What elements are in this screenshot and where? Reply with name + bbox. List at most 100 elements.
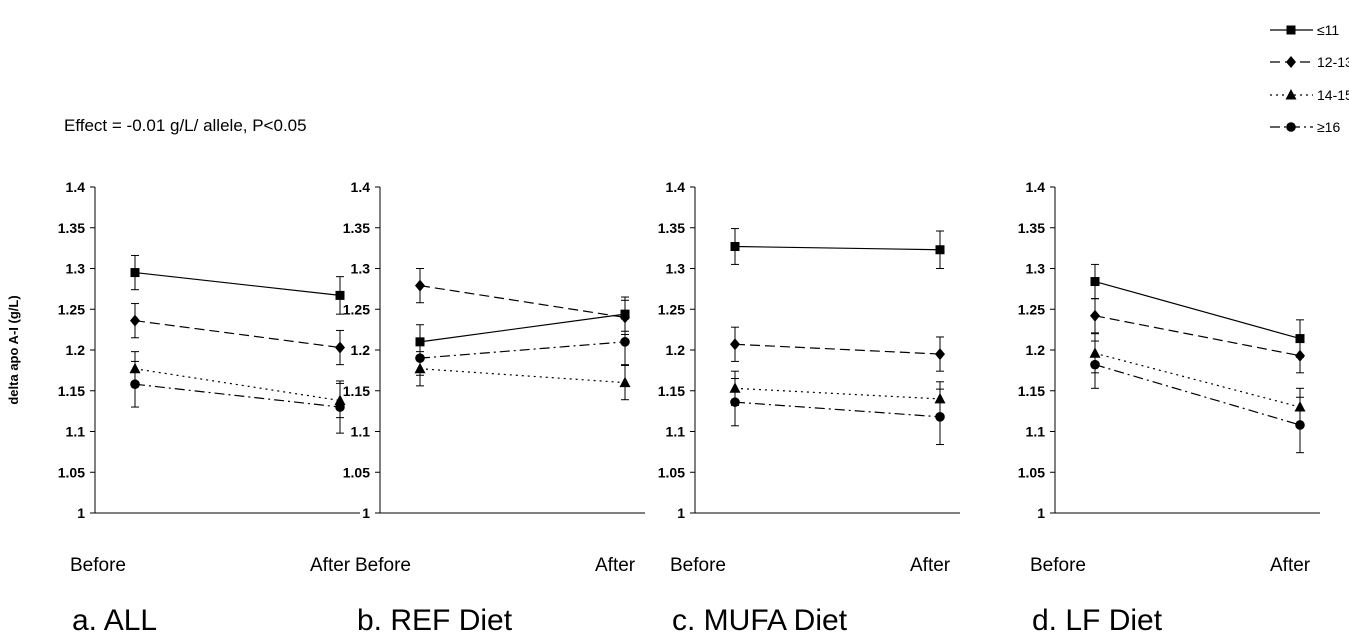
legend-item: ≥16 (1270, 119, 1340, 135)
y-tick-label: 1.35 (343, 220, 370, 236)
y-tick-label: 1.25 (58, 301, 85, 317)
y-tick-label: 1.1 (666, 424, 686, 440)
series-line (134, 368, 341, 402)
data-point (1090, 359, 1100, 370)
series-circle (1090, 340, 1305, 454)
y-tick-label: 1.4 (351, 179, 371, 195)
legend-label: ≥16 (1317, 119, 1340, 135)
legend-item: 12-13 (1270, 54, 1349, 70)
y-tick-label: 1.25 (343, 301, 370, 317)
data-point (935, 412, 945, 422)
series-square (1090, 263, 1305, 358)
y-tick-label: 1.3 (66, 261, 86, 277)
y-tick-label: 1 (362, 505, 370, 521)
y-tick-label: 1.05 (58, 464, 85, 480)
panel-title: a. ALL (72, 604, 157, 637)
series-line (1094, 364, 1301, 426)
series-line (734, 343, 941, 355)
y-tick-label: 1.2 (666, 342, 686, 358)
x-category-label: After (1270, 555, 1311, 576)
y-tick-label: 1.15 (343, 383, 370, 399)
y-tick-label: 1.05 (1018, 464, 1045, 480)
y-tick-label: 1.4 (66, 179, 86, 195)
legend-marker (1285, 89, 1297, 100)
y-tick-label: 1.25 (658, 301, 685, 317)
y-tick-label: 1 (677, 505, 685, 521)
data-point (730, 397, 740, 407)
y-tick-label: 1.2 (351, 342, 371, 358)
series-line (134, 271, 341, 296)
y-tick-label: 1.15 (1018, 383, 1045, 399)
y-tick-label: 1.3 (666, 261, 686, 277)
y-tick-label: 1.05 (658, 464, 685, 480)
series-line (734, 401, 941, 418)
data-point (935, 245, 945, 255)
series-line (134, 320, 341, 349)
series-line (734, 387, 941, 400)
panel-1: 1 1.05 1.1 1.15 1.2 1.25 1.3 1.35 1.4 Before After… (58, 179, 360, 637)
series-line (419, 313, 626, 343)
series-line (419, 368, 626, 384)
series-line (134, 383, 341, 408)
series-line (419, 285, 626, 318)
series-line (1094, 315, 1301, 357)
x-category-label: Before (670, 555, 726, 576)
y-axis-label: delta apo A-I (g/L) (6, 295, 21, 404)
data-point (620, 311, 630, 324)
legend-marker (1286, 25, 1296, 35)
panel-title: d. LF Diet (1032, 604, 1163, 637)
data-point (1295, 349, 1305, 362)
series-diamond (1090, 298, 1305, 374)
panel-title: c. MUFA Diet (672, 604, 848, 637)
y-tick-label: 1.05 (343, 464, 370, 480)
series-triangle (414, 351, 631, 401)
y-tick-label: 1.4 (666, 179, 686, 195)
series-diamond (130, 303, 345, 366)
series-diamond (730, 326, 945, 372)
x-category-label: Before (1030, 555, 1086, 576)
data-point (335, 402, 345, 412)
y-tick-label: 1.35 (658, 220, 685, 236)
data-point (130, 314, 140, 327)
data-point (1295, 420, 1305, 430)
x-category-label: After (910, 555, 951, 576)
y-tick-label: 1.15 (658, 383, 685, 399)
legend: ≤11 12-13 14-15 ≥16 (1270, 22, 1349, 135)
y-tick-label: 1.3 (351, 261, 371, 277)
y-tick-label: 1 (1037, 505, 1045, 521)
effect-annotation: Effect = -0.01 g/L/ allele, P<0.05 (64, 116, 307, 135)
x-category-label: Before (70, 555, 126, 576)
legend-marker (1286, 122, 1296, 132)
panel-4: 1 1.05 1.1 1.15 1.2 1.25 1.3 1.35 1.4 Before After… (1018, 179, 1320, 637)
series-line (419, 341, 626, 359)
series-square (730, 228, 945, 269)
y-tick-label: 1.2 (1026, 342, 1046, 358)
data-point (415, 279, 425, 292)
y-tick-label: 1.1 (1026, 424, 1046, 440)
series-line (1094, 280, 1301, 340)
data-point (730, 241, 740, 251)
legend-label: 14-15 (1317, 87, 1349, 103)
y-tick-label: 1.35 (1018, 220, 1045, 236)
series-square (130, 254, 345, 315)
series-circle (730, 378, 945, 446)
data-point (1090, 277, 1100, 287)
legend-marker (1286, 56, 1296, 68)
legend-label: ≤11 (1317, 22, 1339, 38)
panel-2: 1 1.05 1.1 1.15 1.2 1.25 1.3 1.35 1.4 Before After… (343, 179, 645, 637)
legend-label: 12-13 (1317, 54, 1349, 70)
legend-item: 14-15 (1270, 87, 1349, 103)
series-diamond (415, 268, 630, 336)
y-tick-label: 1.3 (1026, 261, 1046, 277)
data-point (130, 379, 140, 390)
series-line (734, 245, 941, 251)
data-point (1090, 309, 1100, 322)
data-point (415, 353, 425, 363)
data-point (730, 338, 740, 351)
data-point (935, 348, 945, 361)
x-category-label: Before (355, 555, 411, 576)
series-triangle (129, 351, 346, 419)
x-category-label: After (310, 555, 351, 576)
y-tick-label: 1 (77, 505, 85, 521)
